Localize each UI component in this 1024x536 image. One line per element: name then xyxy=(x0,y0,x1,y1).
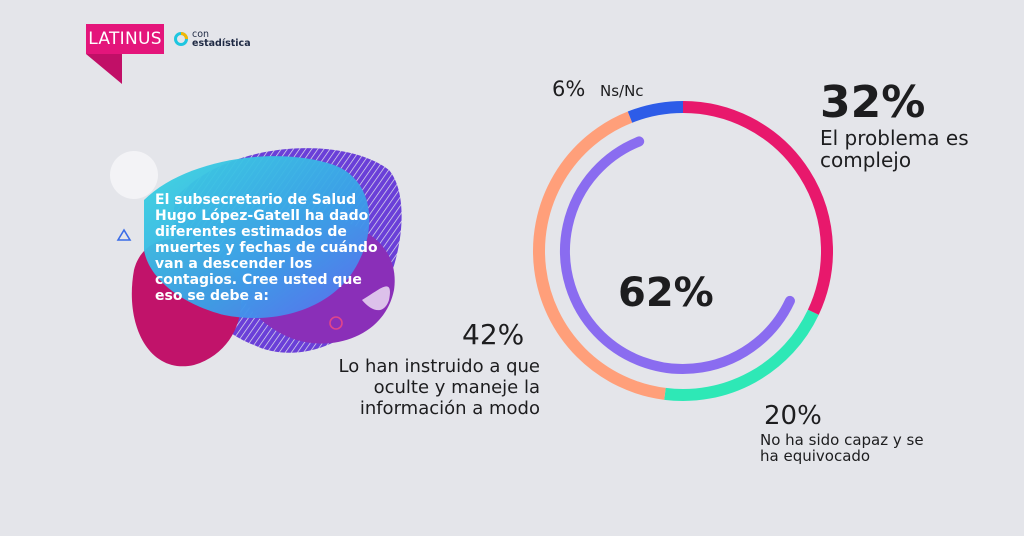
outer-ring-segment-0 xyxy=(682,101,833,315)
outer-ring-segment-1 xyxy=(664,309,819,401)
data-label-6: 6% xyxy=(552,77,586,101)
partner-line1: con xyxy=(192,29,210,40)
partner-line2: estadística xyxy=(192,38,251,49)
outer-ring-segment-3 xyxy=(627,101,684,123)
category-label-instruido: Lo han instruido a que oculte y maneje l… xyxy=(338,356,541,419)
decorative-blob-graphic xyxy=(110,148,402,367)
brand-name: LATINUS xyxy=(86,24,164,54)
deco-white-shape xyxy=(362,286,390,311)
ring-icon xyxy=(329,316,343,330)
brand-logo: LATINUS con estadística xyxy=(86,24,266,86)
deco-teal-shape xyxy=(144,156,370,318)
data-label-32: 32% xyxy=(820,77,926,128)
inner-ring-arc xyxy=(560,136,795,374)
outer-ring-segment-2 xyxy=(533,111,666,400)
triangle-icon xyxy=(116,228,132,241)
data-label-42: 42% xyxy=(462,318,525,351)
partner-logo-icon xyxy=(174,32,188,46)
category-label-nsnc: Ns/Nc xyxy=(600,82,644,100)
deco-circle xyxy=(110,151,158,199)
category-label-complejo: El problema es complejo xyxy=(820,126,969,172)
data-label-62: 62% xyxy=(618,270,714,316)
category-label-equivocado: No ha sido capaz y se ha equivocado xyxy=(760,431,924,465)
partner-name: con estadística xyxy=(192,29,251,49)
brand-ribbon-tail xyxy=(86,54,122,84)
donut-chart xyxy=(533,101,833,401)
data-label-20: 20% xyxy=(764,401,822,431)
survey-question: El subsecretario de Salud Hugo López-Gat… xyxy=(155,192,378,304)
